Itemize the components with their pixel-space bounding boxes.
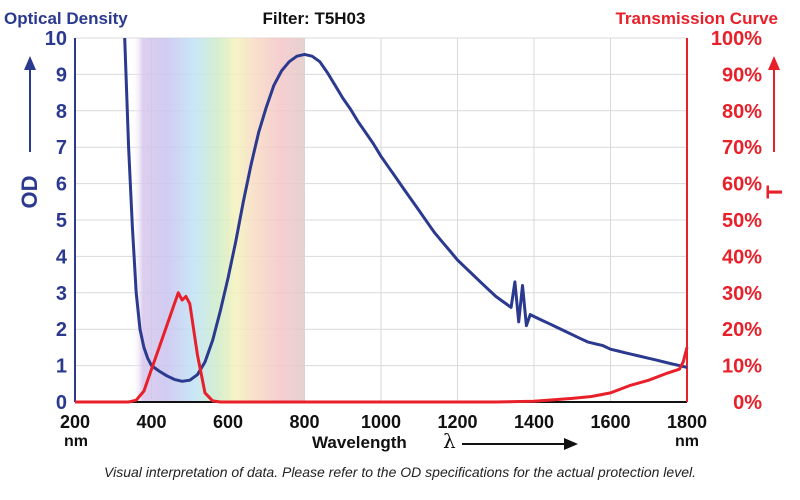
- right-tick-label: 30%: [722, 283, 762, 305]
- x-axis-ticks: 200 400 600 800 1000 1200 1400 1600 1800: [60, 412, 707, 432]
- footnote: Visual interpretation of data. Please re…: [104, 464, 696, 480]
- right-tick-label: 60%: [722, 174, 762, 196]
- right-tick-label: 70%: [722, 137, 762, 159]
- right-axis-arrow: [768, 56, 780, 152]
- transmission-series-line: [75, 291, 689, 404]
- left-axis-arrow: [24, 56, 36, 152]
- left-tick-label: 9: [56, 64, 67, 86]
- left-tick-label: 8: [56, 101, 67, 123]
- left-tick-label: 7: [56, 137, 67, 159]
- right-tick-label: 80%: [722, 101, 762, 123]
- x-axis-arrow: [462, 438, 578, 450]
- right-tick-label: 20%: [722, 319, 762, 341]
- right-tick-label: 100%: [711, 28, 762, 50]
- right-tick-label: 40%: [722, 246, 762, 268]
- left-tick-label: 5: [56, 210, 67, 232]
- right-axis-label: T: [762, 185, 787, 199]
- right-tick-label: 0%: [733, 392, 762, 414]
- x-tick-label: 1000: [361, 412, 401, 432]
- right-tick-label: 10%: [722, 356, 762, 378]
- x-unit-right: nm: [675, 433, 699, 450]
- x-tick-label: 200: [60, 412, 90, 432]
- x-axis-lambda: λ: [443, 429, 456, 453]
- left-axis-label: OD: [17, 176, 42, 209]
- left-tick-label: 4: [56, 246, 68, 268]
- x-tick-label: 1600: [590, 412, 630, 432]
- x-tick-label: 1800: [667, 412, 707, 432]
- x-tick-label: 400: [136, 412, 166, 432]
- x-tick-label: 1200: [437, 412, 477, 432]
- right-tick-label: 50%: [722, 210, 762, 232]
- left-chart-title: Optical Density: [4, 9, 128, 28]
- left-tick-label: 2: [56, 319, 67, 341]
- right-axis-ticks: 0% 10% 20% 30% 40% 50% 60% 70% 80% 90% 100%: [711, 28, 762, 414]
- left-tick-label: 3: [56, 283, 67, 305]
- left-tick-label: 6: [56, 174, 67, 196]
- x-tick-label: 800: [289, 412, 319, 432]
- left-tick-label: 10: [45, 28, 67, 50]
- x-unit-left: nm: [64, 433, 88, 450]
- right-tick-label: 90%: [722, 64, 762, 86]
- left-tick-label: 1: [56, 356, 67, 378]
- left-tick-label: 0: [56, 392, 67, 414]
- left-axis-ticks: 0 1 2 3 4 5 6 7 8 9 10: [45, 28, 68, 414]
- x-axis-label: Wavelength: [312, 433, 407, 452]
- x-tick-label: 600: [213, 412, 243, 432]
- right-chart-title: Transmission Curve: [615, 9, 778, 28]
- x-tick-label: 1400: [514, 412, 554, 432]
- chart-title: Filter: T5H03: [263, 9, 366, 28]
